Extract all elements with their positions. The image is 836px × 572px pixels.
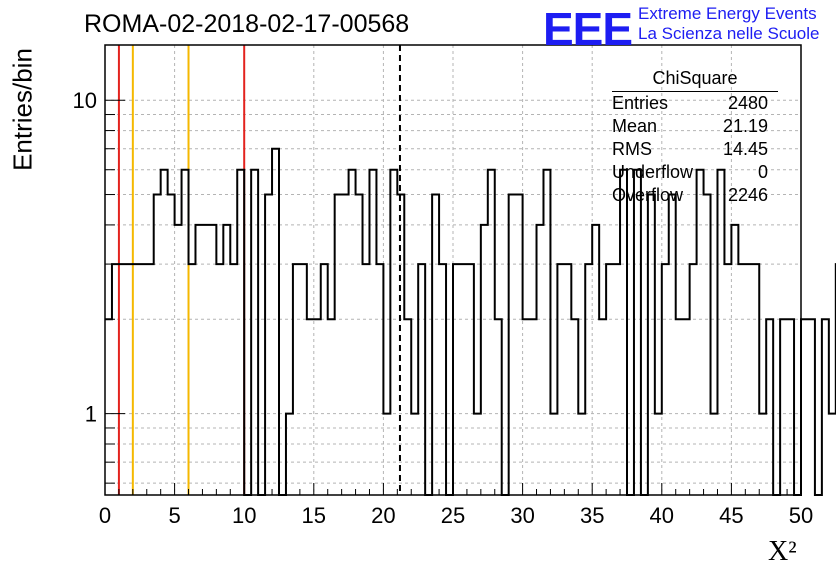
stats-value: 2480 xyxy=(727,93,768,113)
eee-logo-line2: La Scienza nelle Scuole xyxy=(638,24,820,43)
stats-label: Mean xyxy=(612,116,658,136)
stats-label: Entries xyxy=(612,93,669,113)
stats-row-underflow: Underflow 0 xyxy=(612,161,778,184)
x-tick-label: 15 xyxy=(302,503,326,528)
x-tick-label: 40 xyxy=(650,503,674,528)
x-tick-label: 25 xyxy=(441,503,465,528)
eee-logo-line1: Extreme Energy Events xyxy=(638,4,817,23)
y-axis-label: Entries/bin xyxy=(7,48,38,171)
stats-row-mean: Mean 21.19 xyxy=(612,115,778,138)
stats-row-rms: RMS 14.45 xyxy=(612,138,778,161)
stats-value: 0 xyxy=(757,162,768,182)
stats-label: Overflow xyxy=(612,185,684,205)
histogram-series xyxy=(105,147,836,496)
stats-label: Underflow xyxy=(612,162,694,182)
x-tick-label: 20 xyxy=(371,503,395,528)
axis-ticks: 0 5 10 15 20 25 30 35 40 45 50 1 10 xyxy=(73,88,814,528)
stats-value: 2246 xyxy=(727,185,768,205)
x-tick-label: 30 xyxy=(510,503,534,528)
stats-row-overflow: Overflow 2246 xyxy=(612,184,778,207)
x-tick-label: 0 xyxy=(99,503,111,528)
y-tick-label: 1 xyxy=(85,402,97,427)
stats-label: RMS xyxy=(612,139,652,159)
stats-value: 21.19 xyxy=(722,116,768,136)
stats-value: 14.45 xyxy=(722,139,768,159)
x-tick-label: 50 xyxy=(789,503,813,528)
x-tick-label: 35 xyxy=(580,503,604,528)
x-tick-label: 45 xyxy=(719,503,743,528)
stats-row-entries: Entries 2480 xyxy=(612,92,778,115)
chart-title: ROMA-02-2018-02-17-00568 xyxy=(84,10,410,38)
x-tick-label: 5 xyxy=(168,503,180,528)
eee-logo: EEE xyxy=(543,3,633,55)
y-tick-label: 10 xyxy=(73,88,97,113)
x-axis-label: X² xyxy=(768,536,797,567)
stats-box: ChiSquare Entries 2480 Mean 21.19 RMS 14… xyxy=(612,68,778,207)
x-tick-label: 10 xyxy=(232,503,256,528)
stats-title: ChiSquare xyxy=(612,68,778,92)
